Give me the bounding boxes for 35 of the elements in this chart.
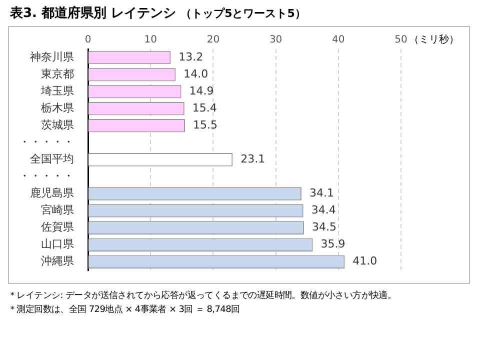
data-label: 34.4 [311,204,336,217]
x-axis-title: （ミリ秒） [409,34,459,46]
y-tick-label: 沖縄県 [41,254,74,268]
data-label: 14.0 [184,67,208,80]
chart-subtitle: （トップ5とワースト5） [180,7,306,20]
data-label: 14.9 [189,84,214,98]
data-label: 23.1 [240,152,266,166]
text: ＊測定回数は、全国 729地点 × 4事業者 × 3回 ＝ 8,748回 [8,304,241,317]
data-label: 41.0 [352,254,378,268]
text: ＊レイテンシ: データが送信されてから応答が返ってくるまでの遅延時間。数値が小さい方が快適。 [8,290,398,303]
x-tick-label: 0 [84,34,92,46]
x-tick-label: 30 [269,34,282,46]
y-tick-label: 全国平均 [30,152,74,166]
x-tick-label: 10 [144,34,157,46]
y-tick-label: 山口県 [41,238,74,251]
data-label: 34.1 [309,186,334,200]
y-tick-label: 埼玉県 [40,84,74,98]
y-tick-label: 栃木県 [41,101,74,114]
y-tick-label: ・・・・・ [19,170,74,183]
data-label: 13.2 [178,50,204,64]
y-tick-label: ・・・・・ [19,136,74,149]
x-tick-label: 20 [206,34,220,46]
data-label: 15.4 [192,101,217,114]
data-label: 35.9 [320,238,346,251]
chart-title: 表3. 都道府県別 レイテンシ [10,6,176,21]
data-label: 15.5 [193,118,218,132]
y-tick-label: 佐賀県 [41,220,74,234]
y-tick-label: 宮崎県 [41,204,74,217]
x-tick-label: 40 [332,34,345,46]
y-tick-label: 神奈川県 [30,50,74,64]
data-label: 34.5 [312,220,336,234]
y-tick-label: 鹿児島県 [30,186,74,200]
x-tick-label: 50 [394,34,408,46]
y-tick-label: 茨城県 [41,118,74,132]
y-tick-label: 東京都 [41,67,74,80]
